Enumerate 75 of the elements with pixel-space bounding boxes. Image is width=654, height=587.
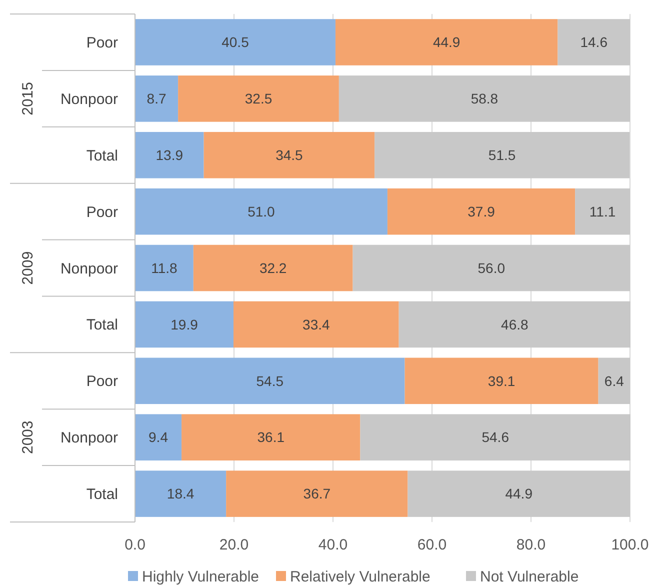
- data-label: 36.7: [303, 486, 331, 502]
- data-label: 8.7: [146, 90, 166, 107]
- bar: [360, 414, 630, 460]
- data-label: 54.6: [482, 429, 510, 446]
- y-tick-label: Total: [86, 316, 118, 334]
- text: 2015: [19, 82, 36, 116]
- y-tick-label: Nonpoor: [60, 260, 118, 278]
- data-label: 32.5: [244, 90, 272, 107]
- data-label: 46.8: [501, 316, 528, 332]
- legend-label: Not Vulnerable: [480, 568, 579, 586]
- bar: [338, 76, 630, 122]
- y-tick-label: Nonpoor: [60, 90, 118, 108]
- x-tick-label: 80.0: [516, 536, 546, 554]
- y-tick-label: Poor: [86, 34, 118, 52]
- data-label: 51.5: [488, 147, 516, 164]
- bar: [135, 132, 204, 178]
- y-tick-label: Poor: [86, 204, 118, 221]
- y-tick-label: Total: [86, 486, 118, 504]
- bar: [182, 414, 360, 460]
- y-tick-label: Poor: [86, 373, 118, 390]
- y-tick-label: Nonpoor: [60, 430, 118, 447]
- data-label: 56.0: [478, 260, 506, 276]
- x-tick-label: 60.0: [417, 536, 447, 554]
- bar: [387, 188, 576, 235]
- bar: [135, 301, 234, 348]
- bar: [335, 19, 558, 66]
- bar: [135, 188, 388, 235]
- data-label: 40.5: [222, 34, 250, 50]
- bar: [558, 19, 630, 66]
- bar: [234, 301, 399, 348]
- data-label: 32.2: [259, 260, 287, 276]
- bar: [575, 188, 630, 235]
- bar: [178, 76, 339, 122]
- bar: [135, 76, 178, 122]
- bar: [204, 132, 375, 178]
- data-label: 58.8: [470, 90, 498, 107]
- data-label: 51.0: [248, 203, 276, 220]
- bar: [374, 132, 630, 178]
- data-label: 54.5: [256, 372, 284, 389]
- data-label: 18.4: [166, 486, 194, 502]
- bar: [408, 470, 630, 517]
- bar: [352, 244, 630, 292]
- data-label: 9.4: [148, 429, 168, 446]
- data-label: 44.9: [505, 486, 533, 502]
- x-tick-label: 40.0: [318, 536, 348, 554]
- x-tick-label: 20.0: [219, 536, 249, 554]
- bar: [135, 358, 405, 404]
- bar: [226, 470, 408, 517]
- legend-label: Highly Vulnerable: [142, 568, 260, 586]
- data-label: 37.9: [468, 203, 496, 220]
- text: 2003: [19, 420, 36, 454]
- data-label: 13.9: [156, 147, 184, 164]
- bar: [398, 301, 630, 348]
- bar: [135, 414, 182, 460]
- text: 2009: [19, 251, 36, 285]
- data-label: 44.9: [432, 34, 460, 50]
- bar: [135, 244, 194, 292]
- data-label: 39.1: [488, 372, 516, 389]
- bar: [193, 244, 353, 292]
- x-tick-label: 100.0: [611, 536, 649, 554]
- data-label: 14.6: [580, 34, 608, 50]
- bar: [135, 470, 226, 517]
- data-label: 11.8: [151, 260, 178, 276]
- y-tick-label: Total: [86, 147, 118, 164]
- data-label: 6.4: [604, 372, 624, 389]
- data-label: 33.4: [302, 316, 330, 332]
- data-label: 19.9: [170, 316, 198, 332]
- bar: [404, 358, 598, 404]
- legend-label: Relatively Vulnerable: [290, 568, 430, 586]
- data-label: 34.5: [276, 147, 304, 164]
- bar: [135, 19, 336, 66]
- data-label: 11.1: [589, 203, 616, 220]
- data-label: 36.1: [257, 429, 285, 446]
- x-tick-label: 0.0: [124, 536, 146, 554]
- bar: [598, 358, 630, 404]
